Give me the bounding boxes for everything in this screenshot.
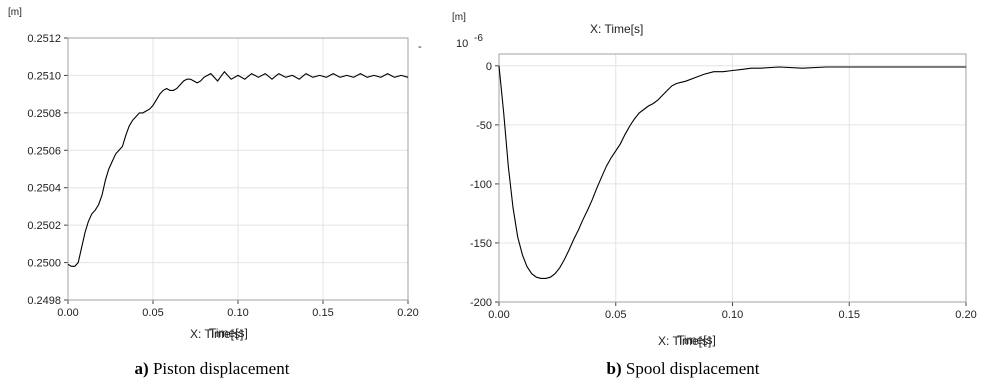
- chart-a-ytick-label: 0.2510: [27, 70, 61, 82]
- chart-b-scale-label: 10 -6: [456, 33, 483, 50]
- chart-a-xtick-label: 0.10: [227, 307, 248, 319]
- chart-a-plot-frame: [67, 37, 409, 301]
- chart-a-caption: a) Piston displacement: [135, 359, 290, 378]
- svg-text:10: 10: [456, 38, 468, 50]
- chart-a-unit-label: [m]: [8, 7, 22, 18]
- chart-a-xtick-label: 0.20: [397, 307, 418, 319]
- chart-a-ytick-label: 0.2498: [27, 295, 61, 307]
- chart-b-xtick-label: 0.15: [839, 309, 860, 321]
- svg-text:-6: -6: [474, 33, 483, 44]
- chart-a-ytick-label: 0.2512: [27, 33, 61, 45]
- chart-b-xtick-label: 0.00: [488, 309, 509, 321]
- svg-text:Time[s]: Time[s]: [209, 326, 248, 340]
- chart-b-caption-text: Spool displacement: [622, 359, 760, 378]
- chart-b-caption-letter: b): [607, 359, 622, 378]
- chart-a-xtick-label: 0.00: [57, 307, 78, 319]
- chart-a-xtick-label: 0.05: [142, 307, 163, 319]
- chart-a-xlabel: X: Time[s] Time[s]: [190, 326, 248, 341]
- svg-text:a) Piston displacement: a) Piston displacement: [135, 359, 290, 378]
- chart-a-ytick-label: 0.2502: [27, 220, 61, 232]
- chart-b-caption: b) Spool displacement: [607, 359, 760, 378]
- svg-text:b) Spool displacement: b) Spool displacement: [607, 359, 760, 378]
- chart-a-caption-text: Piston displacement: [149, 359, 290, 378]
- chart-a-caption-letter: a): [135, 359, 149, 378]
- svg-text:X: Time[s]: X: Time[s]: [658, 334, 711, 348]
- chart-b-ytick-label: -50: [476, 120, 492, 132]
- chart-b-plot-frame: [498, 53, 967, 303]
- svg-text:X: Time[s]: X: Time[s]: [190, 327, 243, 341]
- chart-b: 0.00 0.05 0.10 0.15 0.20 0 -50 -100 -150 -200: [470, 53, 977, 321]
- chart-b-xtick-label: 0.20: [955, 309, 976, 321]
- chart-b-series-line: [498, 65, 966, 279]
- chart-a-ytick-label: 0.2508: [27, 108, 61, 120]
- chart-a-xtick-label: 0.15: [312, 307, 333, 319]
- chart-a-ytick-label: 0.2504: [27, 183, 61, 195]
- chart-b-top-xlabel: X: Time[s]: [590, 22, 643, 36]
- chart-b-xlabel: X: Time[s] Time[s]: [658, 333, 716, 348]
- chart-a-ytick-label: 0.2506: [27, 145, 61, 157]
- chart-b-ytick-label: -200: [470, 297, 492, 309]
- chart-b-unit-label: [m]: [452, 12, 466, 23]
- chart-a-ytick-label: 0.2500: [27, 258, 61, 270]
- chart-a-right-mark: -: [418, 41, 422, 53]
- chart-b-ytick-label: -150: [470, 238, 492, 250]
- chart-b-xtick-label: 0.05: [605, 309, 626, 321]
- chart-a: 0.00 0.05 0.10 0.15 0.20 0.2498 0.2500 0.2502 0.…: [27, 33, 418, 319]
- chart-b-xtick-label: 0.10: [722, 309, 743, 321]
- svg-text:Time[s]: Time[s]: [677, 333, 716, 347]
- chart-b-ytick-label: -100: [470, 179, 492, 191]
- chart-a-series-line: [67, 70, 409, 267]
- chart-b-ytick-label: 0: [486, 61, 492, 73]
